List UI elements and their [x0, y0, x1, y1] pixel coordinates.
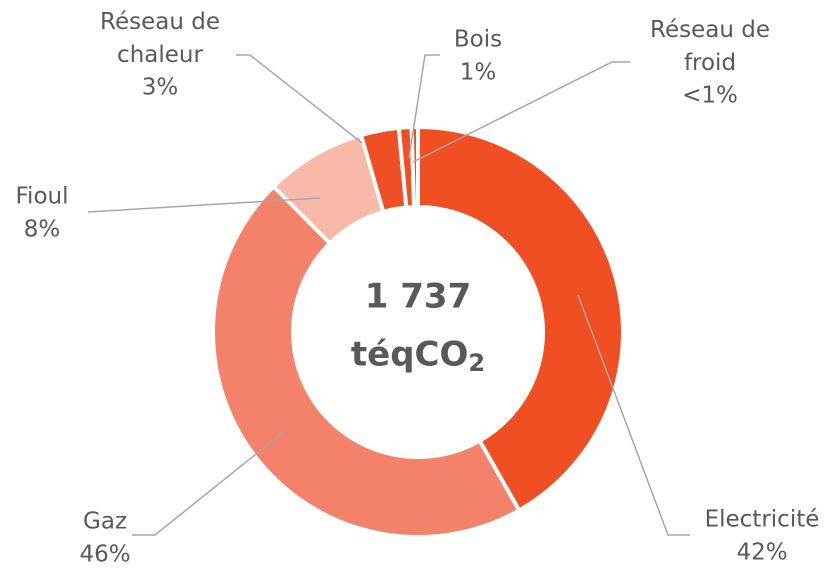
slice-value-label: 42%	[736, 540, 787, 566]
slices	[211, 124, 625, 539]
slice-value-label: <1%	[682, 83, 738, 109]
leader-line	[577, 294, 690, 536]
slice-value-label: 3%	[142, 75, 179, 101]
slice-value-label: 46%	[79, 542, 130, 568]
slice-label: Réseau de froid	[650, 17, 770, 76]
slice-label: Gaz	[83, 509, 127, 535]
center-unit: téqCO2	[351, 335, 485, 378]
leader-line	[132, 429, 287, 536]
slice-value-label: 8%	[24, 217, 61, 243]
leader-line	[236, 54, 363, 144]
slice-label: Fioul	[16, 184, 69, 210]
slice-label: Réseau de chaleur	[100, 9, 220, 68]
slice-value-label: 1%	[460, 60, 497, 86]
leader-line	[412, 61, 630, 163]
leader-line	[87, 197, 321, 213]
slice	[416, 124, 625, 514]
leader-line	[408, 54, 440, 159]
center-value: 1 737	[365, 277, 471, 317]
slice-label: Bois	[454, 27, 502, 53]
slice	[211, 183, 522, 539]
slice-label: Electricité	[705, 507, 820, 533]
